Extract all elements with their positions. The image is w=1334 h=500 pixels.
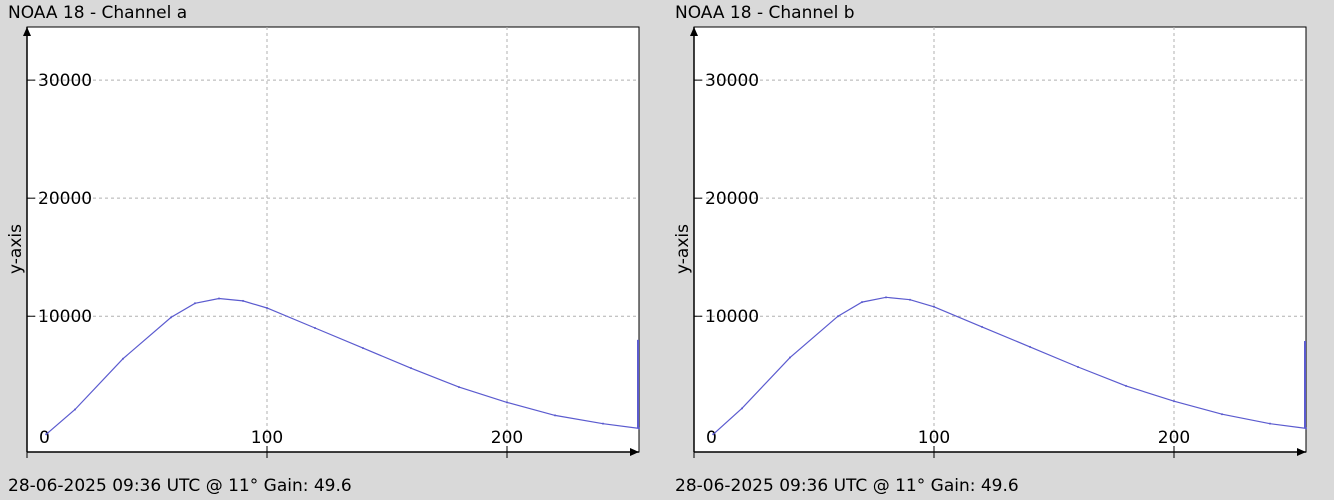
y-tick-label: 10000 bbox=[705, 307, 759, 327]
series-line bbox=[45, 297, 640, 435]
chart-title: NOAA 18 - Channel b bbox=[675, 3, 855, 23]
chart-panel-a: NOAA 18 - Channel a 10000 20000 30000 0 100 2… bbox=[6, 3, 640, 496]
x-tick-label: 200 bbox=[1158, 428, 1190, 448]
data-point bbox=[741, 407, 743, 410]
x-axis-arrow bbox=[1297, 448, 1306, 456]
y-tick-label: 10000 bbox=[38, 307, 92, 327]
series-line bbox=[712, 296, 1307, 435]
x-tick-label: 0 bbox=[706, 428, 717, 448]
line-chart: 10000 20000 30000 0 100 200 y-axis bbox=[673, 26, 1307, 458]
y-axis-arrow bbox=[23, 27, 31, 36]
y-axis-label: y-axis bbox=[6, 224, 26, 274]
data-point bbox=[1125, 384, 1127, 387]
data-point bbox=[885, 296, 887, 299]
line-chart: 10000 20000 30000 0 100 200 y-axis bbox=[6, 26, 640, 458]
plot-area bbox=[693, 26, 1307, 453]
data-point bbox=[602, 422, 604, 425]
data-point bbox=[981, 325, 983, 328]
data-point bbox=[45, 433, 48, 436]
chart-panel-b: NOAA 18 - Channel b 10000 20000 30000 0 100 2… bbox=[667, 0, 1334, 500]
data-point bbox=[1077, 366, 1079, 368]
data-point bbox=[933, 305, 935, 308]
data-point bbox=[789, 356, 791, 359]
data-point bbox=[712, 433, 715, 436]
y-tick-label: 30000 bbox=[38, 71, 92, 91]
data-point bbox=[362, 347, 364, 350]
data-point bbox=[554, 414, 556, 417]
x-axis-arrow bbox=[630, 448, 639, 456]
chart-title: NOAA 18 - Channel a bbox=[8, 3, 188, 23]
x-tick-label: 200 bbox=[491, 428, 523, 448]
data-point bbox=[314, 327, 316, 330]
x-tick-label: 100 bbox=[918, 428, 950, 448]
data-point bbox=[170, 316, 172, 319]
data-point bbox=[1269, 422, 1271, 425]
chart-footer: 28-06-2025 09:36 UTC @ 11° Gain: 49.6 bbox=[675, 476, 1019, 496]
x-tick-label: 100 bbox=[251, 428, 283, 448]
y-tick-label: 20000 bbox=[705, 189, 759, 209]
data-point bbox=[266, 306, 268, 309]
data-point bbox=[861, 301, 863, 304]
y-tick-label: 20000 bbox=[38, 189, 92, 209]
data-point bbox=[218, 297, 220, 300]
data-point bbox=[410, 367, 412, 370]
x-tick-label: 0 bbox=[39, 428, 50, 448]
data-point bbox=[837, 315, 839, 318]
data-point bbox=[1221, 413, 1223, 416]
data-point bbox=[506, 401, 508, 404]
y-axis-label: y-axis bbox=[673, 224, 693, 274]
data-point bbox=[194, 302, 196, 305]
chart-footer: 28-06-2025 09:36 UTC @ 11° Gain: 49.6 bbox=[8, 476, 352, 496]
data-point bbox=[122, 357, 124, 360]
plot-area bbox=[26, 26, 640, 453]
y-axis-arrow bbox=[690, 27, 698, 36]
data-point bbox=[74, 408, 76, 411]
data-point bbox=[1029, 345, 1031, 348]
data-point bbox=[242, 299, 244, 302]
data-point bbox=[458, 386, 460, 389]
data-point bbox=[1173, 400, 1175, 403]
data-point bbox=[909, 298, 911, 301]
y-tick-label: 30000 bbox=[705, 71, 759, 91]
